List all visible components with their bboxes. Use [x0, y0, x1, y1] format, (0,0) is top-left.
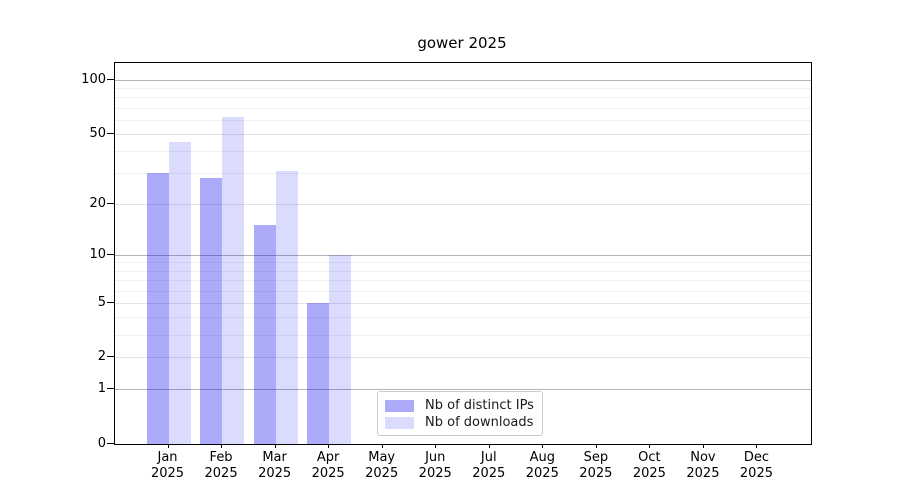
y-tick-mark: [107, 356, 114, 358]
x-tick-mark: [328, 444, 330, 448]
y-tick-mark: [107, 132, 114, 134]
x-tick-label: Jun 2025: [418, 450, 452, 481]
x-tick-label: Dec 2025: [739, 450, 773, 481]
bar-distinct-ips-jan: [146, 173, 169, 444]
x-tick-mark: [702, 444, 704, 448]
y-tick-mark: [107, 202, 114, 204]
plot-area: [114, 62, 812, 445]
x-tick-label: Jul 2025: [472, 450, 506, 481]
chart-title: gower 2025: [417, 34, 507, 52]
y-gridline-minor: [115, 97, 811, 99]
legend-swatch-downloads: [385, 416, 414, 429]
x-tick-label: Sep 2025: [579, 450, 613, 481]
y-gridline-minor: [115, 279, 811, 281]
legend-swatch-distinct-ips: [385, 399, 414, 412]
y-gridline: [115, 203, 811, 205]
y-gridline-decade: [115, 389, 811, 391]
x-tick-label: Mar 2025: [258, 450, 292, 481]
y-tick-label: 10: [89, 246, 106, 262]
y-tick-mark: [107, 388, 114, 390]
x-tick-label: Apr 2025: [311, 450, 345, 481]
bar-downloads-mar: [275, 170, 298, 444]
bar-downloads-jan: [168, 142, 191, 444]
x-tick-label: May 2025: [365, 450, 399, 481]
x-tick-mark: [649, 444, 651, 448]
y-tick-label: 0: [97, 436, 106, 451]
y-gridline: [115, 133, 811, 135]
y-tick-mark: [107, 253, 114, 255]
y-gridline-minor: [115, 88, 811, 90]
x-tick-label: Feb 2025: [204, 450, 238, 481]
y-gridline-minor: [115, 173, 811, 175]
y-tick-mark: [107, 301, 114, 303]
y-tick-label: 2: [97, 349, 106, 365]
y-tick-label: 50: [89, 125, 106, 141]
x-tick-mark: [542, 444, 544, 448]
x-tick-mark: [488, 444, 490, 448]
x-tick-mark: [167, 444, 169, 448]
bar-downloads-apr: [329, 254, 352, 444]
y-tick-label: 20: [89, 195, 106, 211]
y-tick-mark: [107, 443, 114, 444]
legend: Nb of distinct IPs Nb of downloads: [377, 391, 543, 436]
legend-row-distinct-ips: Nb of distinct IPs: [385, 397, 534, 414]
y-gridline-minor: [115, 151, 811, 153]
y-gridline-minor: [115, 317, 811, 319]
y-gridline: [115, 302, 811, 304]
y-tick-mark: [107, 79, 114, 80]
y-tick-label: 5: [97, 294, 106, 310]
y-gridline-minor: [115, 262, 811, 264]
y-gridline: [115, 357, 811, 359]
x-tick-mark: [274, 444, 276, 448]
y-tick-label: 100: [81, 72, 106, 87]
legend-row-downloads: Nb of downloads: [385, 414, 534, 431]
y-gridline-decade: [115, 254, 811, 256]
y-gridline-minor: [115, 107, 811, 109]
bar-distinct-ips-apr: [307, 302, 330, 444]
y-gridline-minor: [115, 290, 811, 292]
y-tick-label: 1: [97, 381, 106, 397]
x-tick-label: Nov 2025: [686, 450, 720, 481]
x-tick-mark: [221, 444, 223, 448]
x-tick-label: Oct 2025: [632, 450, 666, 481]
x-tick-mark: [381, 444, 383, 448]
bar-downloads-feb: [222, 117, 245, 444]
y-gridline-minor: [115, 334, 811, 336]
x-tick-label: Jan 2025: [150, 450, 185, 481]
legend-label-downloads: Nb of downloads: [425, 415, 534, 430]
x-tick-label: Aug 2025: [525, 450, 559, 481]
y-gridline-minor: [115, 119, 811, 121]
x-tick-mark: [435, 444, 437, 448]
legend-label-distinct-ips: Nb of distinct IPs: [425, 398, 534, 413]
y-gridline-decade: [115, 80, 811, 81]
x-tick-mark: [595, 444, 597, 448]
x-tick-mark: [756, 444, 758, 448]
bar-distinct-ips-mar: [253, 225, 276, 444]
bar-distinct-ips-feb: [200, 178, 223, 444]
y-gridline-minor: [115, 270, 811, 272]
